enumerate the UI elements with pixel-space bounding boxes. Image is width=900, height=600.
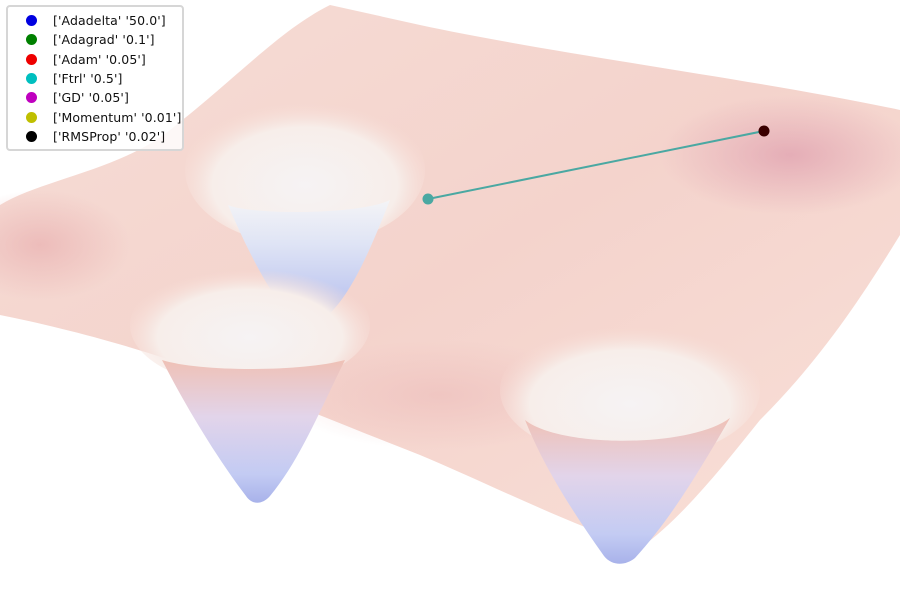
legend-label: ['RMSProp' '0.02'] — [53, 128, 166, 144]
legend-entry: ['Adagrad' '0.1'] — [14, 30, 179, 49]
legend-entry: ['RMSProp' '0.02'] — [14, 127, 179, 146]
legend-label: ['Adagrad' '0.1'] — [53, 32, 155, 48]
legend-marker — [26, 34, 37, 46]
legend-label: ['Adadelta' '50.0'] — [53, 13, 166, 29]
legend-marker — [26, 15, 37, 27]
ftrl-start-point — [758, 125, 770, 137]
legend-marker — [26, 73, 37, 85]
legend: ['Adadelta' '50.0'] ['Adagrad' '0.1'] ['Ad… — [6, 5, 184, 152]
legend-entry: ['Momentum' '0.01'] — [14, 107, 182, 126]
basin-lower-left — [130, 263, 370, 503]
basin-upper — [185, 95, 425, 326]
legend-entry: ['GD' '0.05'] — [14, 88, 179, 107]
hill-back-right — [660, 95, 900, 215]
legend-marker — [26, 53, 37, 65]
legend-label: ['Ftrl' '0.5'] — [53, 71, 123, 87]
hill-left — [0, 190, 130, 300]
legend-entry: ['Adadelta' '50.0'] — [14, 11, 179, 30]
legend-label: ['Adam' '0.05'] — [53, 51, 146, 67]
legend-marker — [26, 92, 37, 104]
legend-label: ['Momentum' '0.01'] — [53, 109, 182, 125]
legend-marker — [26, 130, 37, 142]
legend-marker — [26, 111, 37, 123]
legend-label: ['GD' '0.05'] — [53, 90, 129, 106]
legend-entry: ['Ftrl' '0.5'] — [14, 69, 179, 88]
basin-lower-right — [500, 320, 760, 564]
legend-entry: ['Adam' '0.05'] — [14, 50, 179, 69]
ftrl-end-point — [422, 193, 434, 205]
ftrl-trajectory-line — [427, 130, 765, 200]
